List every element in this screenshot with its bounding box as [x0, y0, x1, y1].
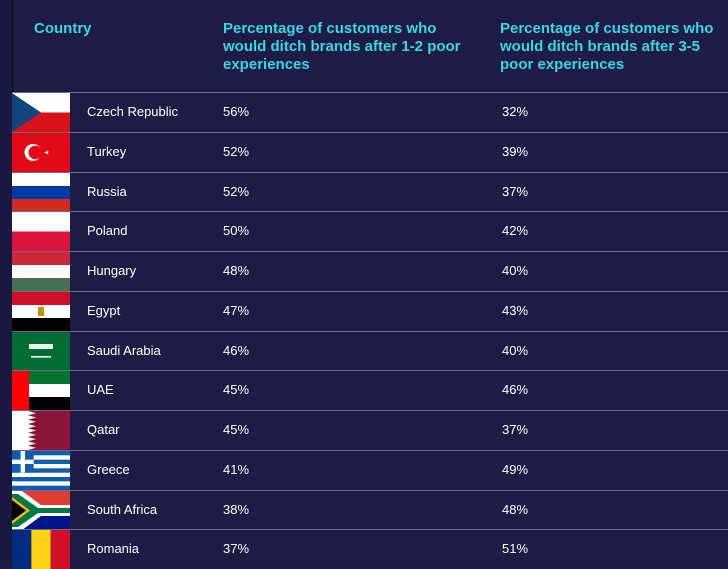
one-to-two-percent-cell: 45%: [223, 422, 250, 437]
one-to-two-percent-cell: 56%: [223, 104, 250, 119]
country-name-cell: Greece: [87, 461, 130, 477]
one-to-two-percent-cell: 52%: [223, 143, 250, 159]
three-to-five-percent-cell: 40%: [502, 342, 529, 358]
greece-flag-icon: [12, 450, 70, 490]
table-row: Hungary 48% 40%: [12, 251, 728, 291]
turkey-flag-icon: [12, 132, 70, 172]
country-column-header: Country: [34, 20, 92, 37]
country-name-cell: UAE: [87, 382, 114, 398]
one-to-two-percent-cell: 48%: [223, 263, 250, 278]
three-to-five-percent-cell: 51%: [502, 541, 529, 557]
south-africa-flag-icon: [12, 490, 70, 530]
table-row: South Africa 38% 48%: [12, 489, 728, 530]
saudi-arabia-flag-icon: [12, 331, 70, 371]
one-to-two-percent-cell: 46%: [223, 342, 250, 358]
table-row: Poland 50% 42%: [12, 211, 728, 252]
table-row: Greece 41% 49%: [12, 449, 728, 490]
one-to-two-percent-cell: 52%: [223, 183, 250, 199]
three-to-five-experiences-column-header: Percentage of customers who would ditch …: [500, 20, 714, 73]
table-row: Egypt 47% 43%: [12, 290, 728, 331]
three-to-five-percent-cell: 46%: [502, 382, 529, 398]
three-to-five-percent-cell: 37%: [502, 183, 529, 199]
country-name-cell: Egypt: [87, 302, 121, 318]
poland-flag-icon: [12, 212, 70, 252]
romania-flag-icon: [12, 530, 70, 569]
one-to-two-percent-cell: 47%: [223, 302, 250, 318]
country-name-cell: South Africa: [87, 501, 158, 517]
three-to-five-percent-cell: 42%: [502, 223, 529, 239]
table-header-row: Country Percentage of customers who woul…: [12, 0, 728, 92]
table-row: Saudi Arabia 46% 40%: [12, 330, 728, 371]
country-name-cell: Poland: [87, 223, 128, 239]
three-to-five-percent-cell: 48%: [502, 501, 529, 517]
country-name-cell: Turkey: [87, 143, 127, 159]
table-row: UAE 45% 46%: [12, 370, 728, 411]
czech-flag-icon: [12, 93, 70, 132]
country-name-cell: Czech Republic: [87, 104, 179, 119]
qatar-flag-icon: [12, 411, 70, 450]
left-edge: [0, 0, 12, 561]
country-name-cell: Qatar: [87, 422, 120, 437]
hungary-flag-icon: [12, 252, 70, 291]
three-to-five-percent-cell: 40%: [502, 263, 529, 278]
one-to-two-experiences-column-header: Percentage of customers who would ditch …: [223, 20, 461, 73]
country-name-cell: Romania: [87, 541, 140, 557]
country-name-cell: Saudi Arabia: [87, 342, 161, 358]
one-to-two-percent-cell: 50%: [223, 223, 250, 239]
one-to-two-percent-cell: 41%: [223, 461, 250, 477]
three-to-five-percent-cell: 39%: [502, 143, 529, 159]
three-to-five-percent-cell: 37%: [502, 422, 529, 437]
one-to-two-percent-cell: 45%: [223, 382, 250, 398]
one-to-two-percent-cell: 38%: [223, 501, 250, 517]
three-to-five-percent-cell: 43%: [502, 302, 529, 318]
three-to-five-percent-cell: 32%: [502, 104, 529, 119]
table-row: Czech Republic 56% 32%: [12, 92, 728, 132]
table-row: Romania 37% 51%: [12, 529, 728, 569]
country-name-cell: Hungary: [87, 263, 137, 278]
table-frame: [12, 0, 728, 561]
uae-flag-icon: [12, 371, 70, 411]
russia-flag-icon: [12, 172, 70, 212]
table-row: Turkey 52% 39%: [12, 131, 728, 172]
egypt-flag-icon: [12, 291, 70, 331]
three-to-five-percent-cell: 49%: [502, 461, 529, 477]
country-name-cell: Russia: [87, 183, 127, 199]
one-to-two-percent-cell: 37%: [223, 541, 250, 557]
table-row: Russia 52% 37%: [12, 171, 728, 212]
table-row: Qatar 45% 37%: [12, 410, 728, 450]
